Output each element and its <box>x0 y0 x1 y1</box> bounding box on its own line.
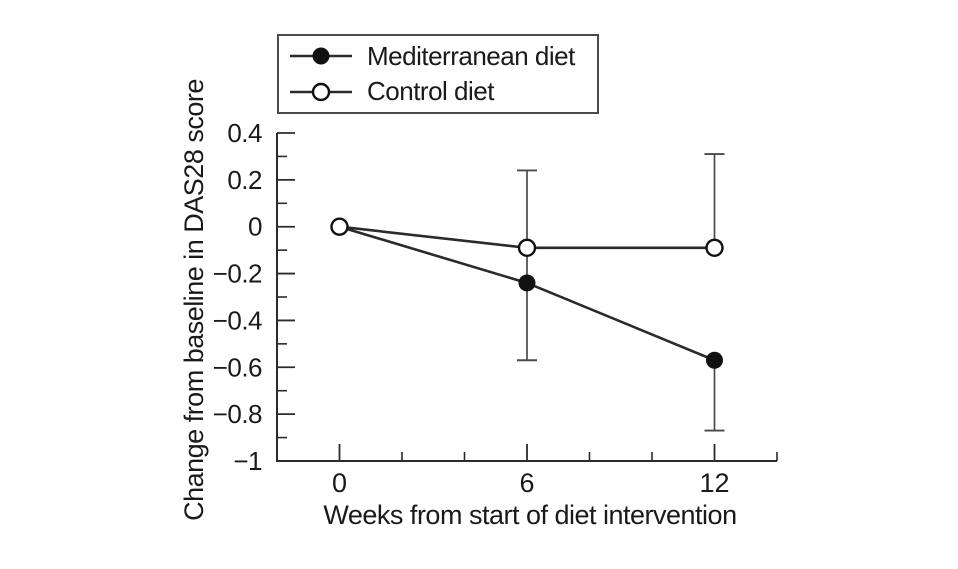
legend-item-control: Control diet <box>290 76 597 107</box>
series-markers-control <box>330 217 724 258</box>
legend-item-mediterranean: Mediterranean diet <box>290 41 597 72</box>
y-tick-label: 0 <box>248 212 262 242</box>
y-axis-title: Change from baseline in DAS28 score <box>179 79 209 521</box>
legend-label-control: Control diet <box>367 76 494 107</box>
y-tick-label: −1 <box>233 446 262 476</box>
open-circle-marker-icon <box>290 82 352 102</box>
y-tick-label: −0.4 <box>213 305 262 335</box>
data-point-control <box>330 217 349 236</box>
y-tick-label: 0.2 <box>227 165 262 195</box>
y-tick-label: −0.8 <box>213 399 262 429</box>
legend: Mediterranean diet Control diet <box>277 34 599 114</box>
x-tick-label: 12 <box>699 468 729 498</box>
data-point-mediterranean <box>518 274 536 292</box>
x-tick-label: 6 <box>519 468 534 498</box>
error-bars <box>517 153 725 432</box>
filled-circle-marker-icon <box>290 47 352 65</box>
y-axis: 0.4 0.2 0 −0.2 −0.4 −0.6 −0.8 −1 <box>213 118 295 476</box>
data-point-control <box>517 238 537 258</box>
data-point-control <box>705 238 724 258</box>
x-tick-label: 0 <box>332 468 347 498</box>
data-point-mediterranean <box>706 351 723 369</box>
legend-label-mediterranean: Mediterranean diet <box>367 40 575 71</box>
x-axis: 0 6 12 <box>332 444 778 498</box>
x-axis-title: Weeks from start of diet intervention <box>323 500 737 530</box>
y-tick-label: −0.2 <box>213 259 262 289</box>
y-tick-label: −0.6 <box>213 352 262 382</box>
y-tick-label: 0.4 <box>227 118 262 148</box>
